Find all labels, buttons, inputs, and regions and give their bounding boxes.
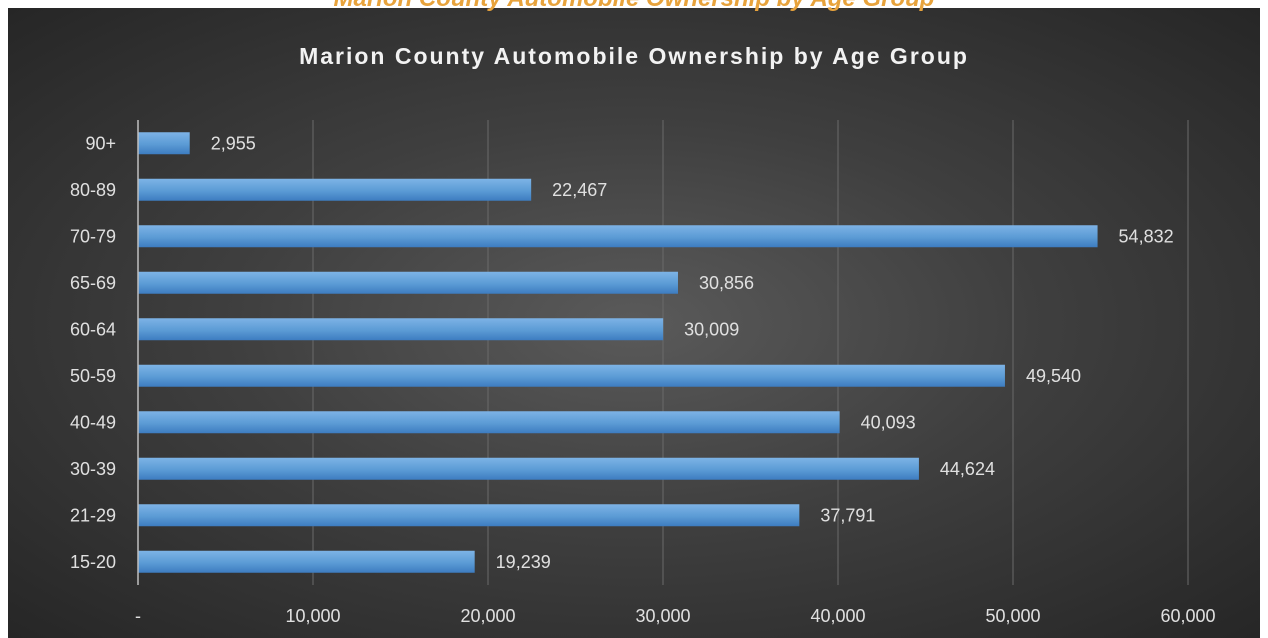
- x-tick-label: 30,000: [635, 606, 690, 626]
- x-tick-label: 20,000: [460, 606, 515, 626]
- bar: [138, 271, 678, 294]
- y-tick-label: 80-89: [70, 180, 116, 200]
- y-axis-labels: 90+ 80-89 70-79 65-69 60-64 50-59 40-49 30-39 21…: [70, 133, 116, 572]
- bars: [138, 132, 1098, 573]
- data-label: 54,832: [1119, 226, 1174, 246]
- bar: [138, 225, 1098, 248]
- y-tick-label: 21-29: [70, 505, 116, 525]
- y-tick-label: 30-39: [70, 459, 116, 479]
- bar: [138, 504, 800, 527]
- data-label: 37,791: [820, 505, 875, 525]
- top-caption: Marion County Automobile Ownership by Ag…: [0, 0, 1268, 13]
- y-tick-label: 50-59: [70, 366, 116, 386]
- x-axis-labels: - 10,000 20,000 30,000 40,000 50,000 60,000: [135, 606, 1216, 626]
- bar: [138, 457, 919, 480]
- x-tick-label: 60,000: [1160, 606, 1215, 626]
- data-label: 49,540: [1026, 366, 1081, 386]
- y-tick-label: 90+: [85, 133, 116, 153]
- y-tick-label: 70-79: [70, 226, 116, 246]
- y-tick-label: 15-20: [70, 552, 116, 572]
- x-tick-label: 40,000: [810, 606, 865, 626]
- data-label: 19,239: [496, 552, 551, 572]
- bar: [138, 178, 532, 201]
- x-tick-label: -: [135, 606, 141, 626]
- bar: [138, 318, 664, 341]
- x-tick-label: 50,000: [985, 606, 1040, 626]
- data-label: 40,093: [861, 412, 916, 432]
- y-tick-label: 60-64: [70, 319, 116, 339]
- x-tick-label: 10,000: [285, 606, 340, 626]
- data-label: 30,856: [699, 273, 754, 293]
- bar: [138, 550, 475, 573]
- bar: [138, 411, 840, 434]
- chart-title: Marion County Automobile Ownership by Ag…: [299, 43, 969, 69]
- bar: [138, 364, 1005, 387]
- data-label: 22,467: [552, 180, 607, 200]
- chart-area: Marion County Automobile Ownership by Ag…: [8, 8, 1260, 638]
- data-label: 2,955: [211, 133, 256, 153]
- bar: [138, 132, 190, 155]
- data-labels: 2,955 22,467 54,832 30,856 30,009 49,540 40,09…: [211, 133, 1174, 572]
- bar-chart: Marion County Automobile Ownership by Ag…: [70, 43, 1216, 626]
- data-label: 30,009: [684, 319, 739, 339]
- data-label: 44,624: [940, 459, 995, 479]
- y-tick-label: 40-49: [70, 412, 116, 432]
- y-tick-label: 65-69: [70, 273, 116, 293]
